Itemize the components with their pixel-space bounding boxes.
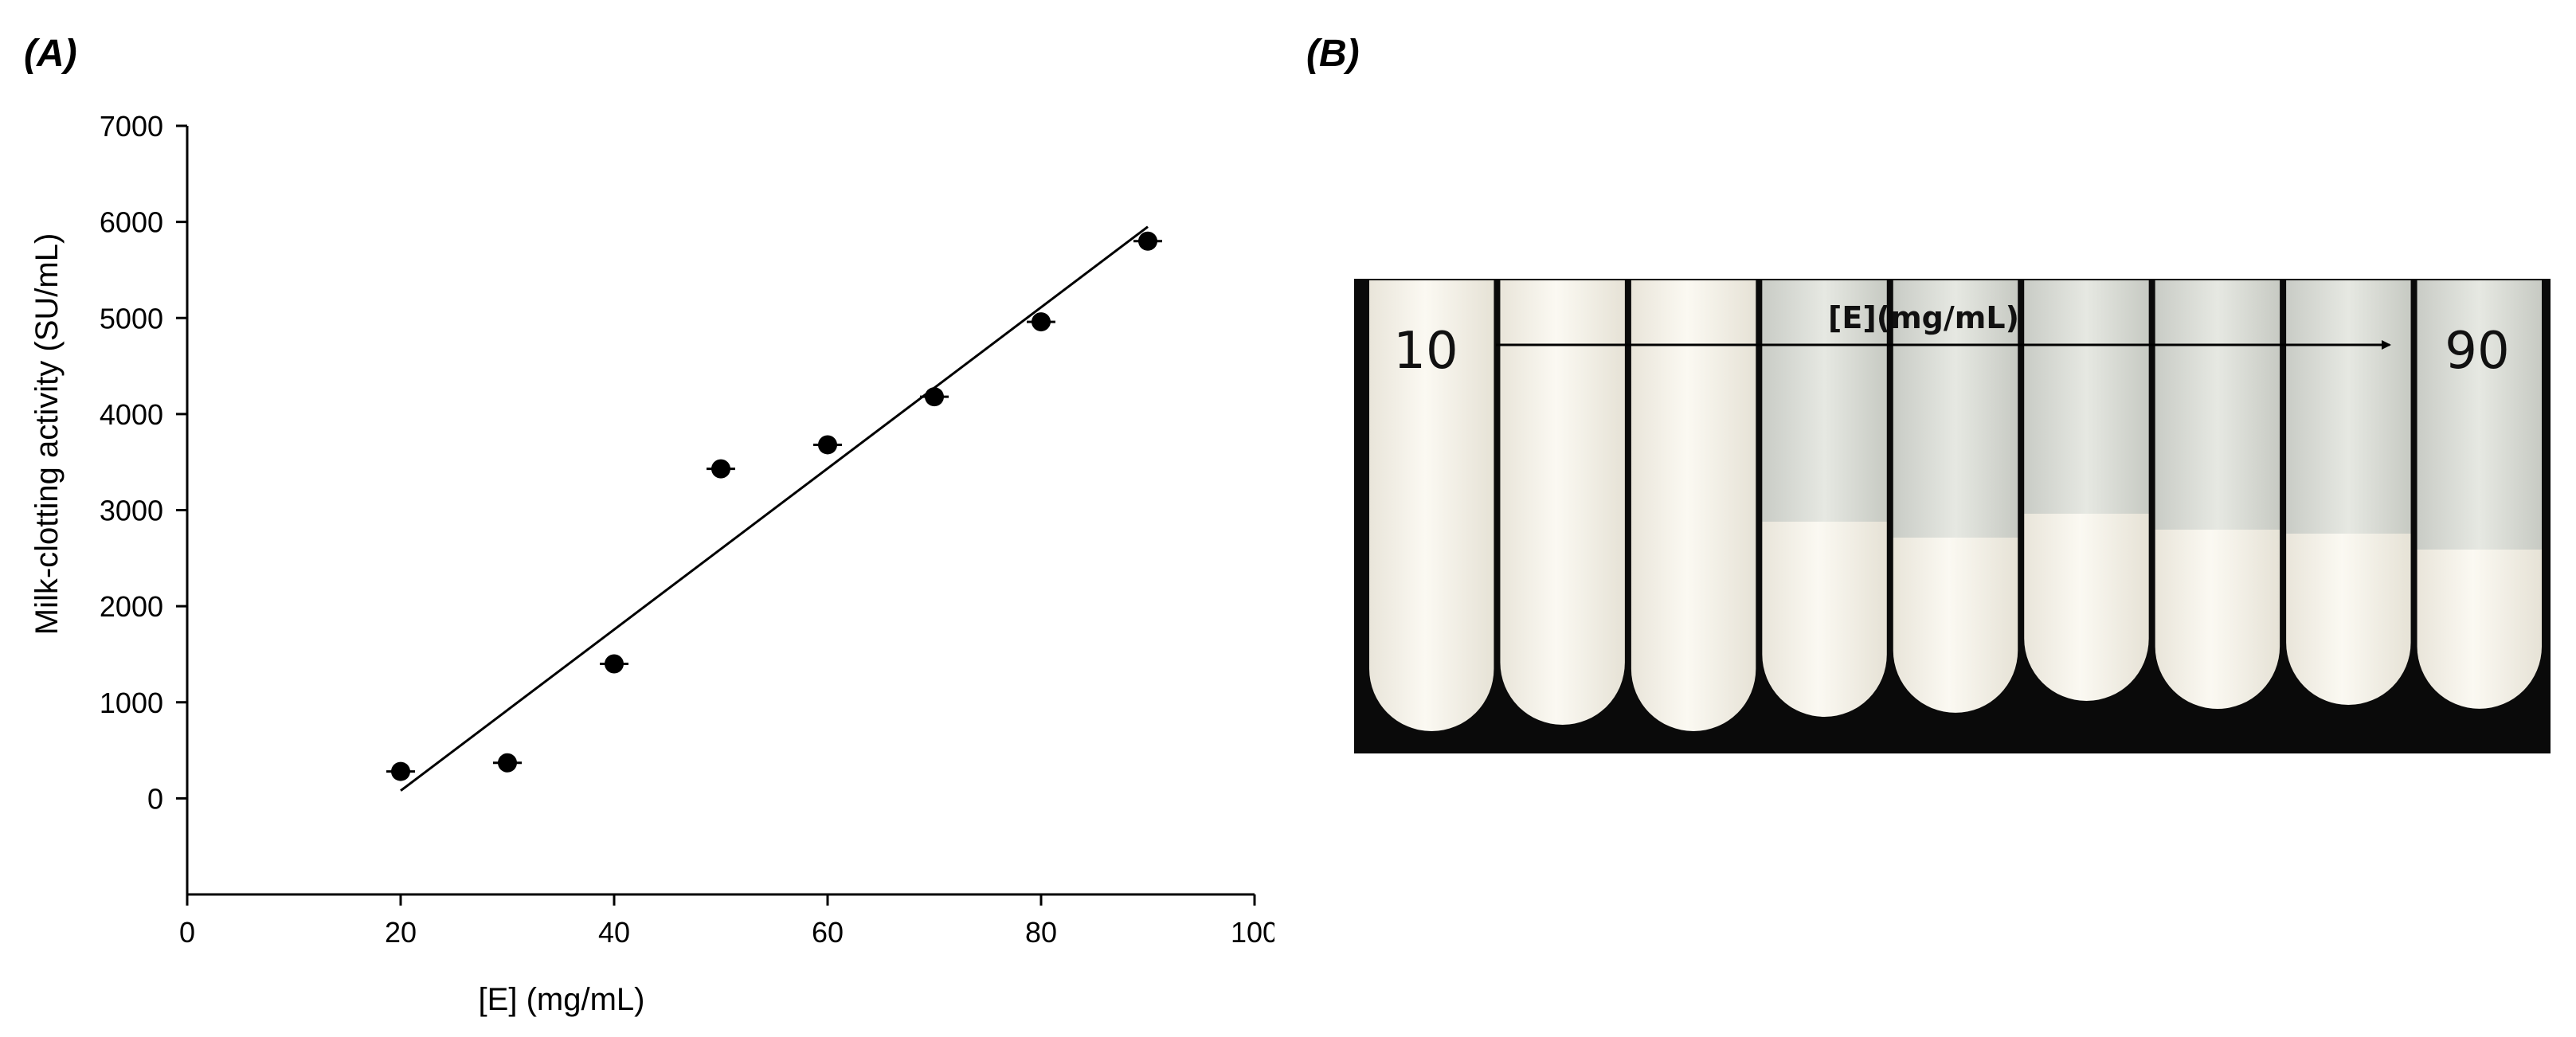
test-tube [1631,280,1756,731]
test-tube [2024,280,2149,701]
y-tick-label: 1000 [100,687,163,719]
data-point [1027,312,1055,332]
test-tube [1762,280,1887,718]
y-tick-label: 5000 [100,302,163,335]
data-points [386,231,1162,781]
trend-line [400,225,1149,792]
y-tick-label: 7000 [100,110,163,143]
x-tick-label: 20 [385,916,417,949]
data-point [493,753,522,773]
x-tick-label: 60 [812,916,844,949]
data-point [386,761,415,781]
test-tube [1500,280,1625,725]
x-tick-label: 80 [1025,916,1057,949]
data-point [920,387,949,407]
x-tick-label: 100 [1231,916,1274,949]
y-tick-label: 4000 [100,398,163,431]
panel-a-label: (A) [24,33,77,75]
test-tubes [1369,280,2542,731]
photo-caption: [E](mg/mL) [1828,300,2019,335]
x-tick-label: 40 [598,916,630,949]
y-tick-label: 0 [147,782,163,815]
test-tube [2286,280,2411,706]
data-point [600,654,628,674]
end-concentration-label: 90 [2445,322,2509,381]
panel-b-label: (B) [1306,33,1360,75]
test-tube [2417,280,2542,709]
start-concentration-label: 10 [1393,322,1458,381]
data-point [1133,231,1162,251]
data-point [813,435,842,455]
y-tick-label: 3000 [100,495,163,527]
y-axis-title: Milk-clotting activity (SU/mL) [29,233,65,636]
y-tick-label: 6000 [100,206,163,239]
milk-clotting-chart: 0 1000 2000 3000 4000 5000 6000 7000 0 20 40 60 80 10… [29,110,1274,1017]
x-axis-title: [E] (mg/mL) [479,982,645,1017]
test-tube [1893,280,2018,713]
chart-ticks: 0 1000 2000 3000 4000 5000 6000 7000 0 20 40 60 80 10… [100,110,1274,949]
data-point [707,459,735,479]
y-tick-label: 2000 [100,590,163,623]
test-tube [2155,280,2280,709]
x-tick-label: 0 [179,916,195,949]
test-tube [1369,280,1494,731]
